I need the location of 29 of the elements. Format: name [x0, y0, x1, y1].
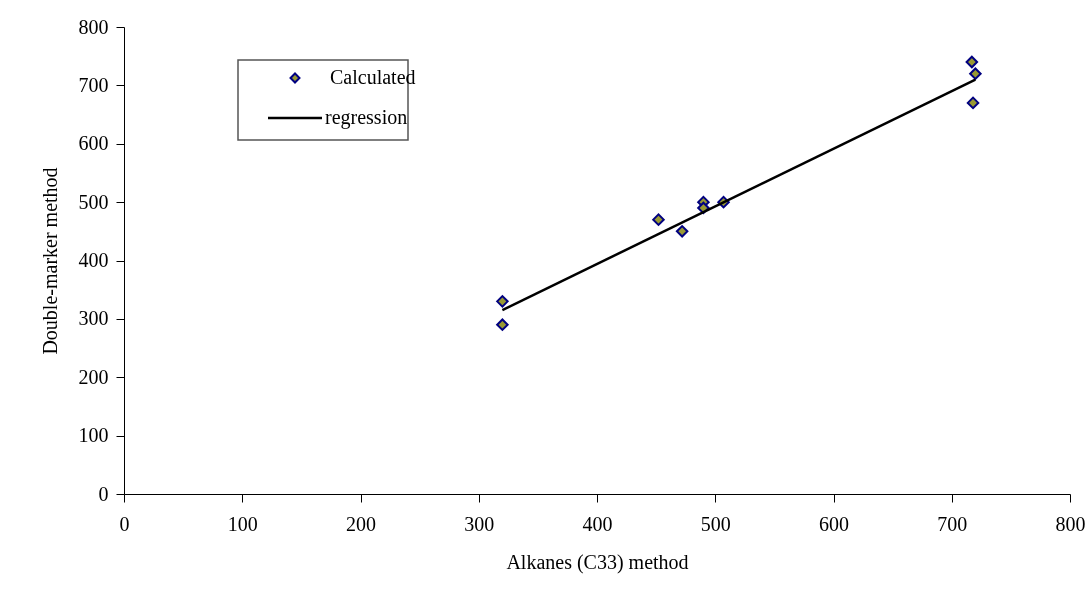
x-tick-label: 300 [464, 512, 495, 535]
point [966, 96, 980, 110]
y-tick-label: 500 [78, 190, 109, 213]
y-tick-label: 400 [78, 249, 109, 271]
legend-label: Calculated [330, 66, 416, 88]
x-tick-label: 200 [346, 512, 376, 535]
x-tick-label: 500 [700, 512, 731, 535]
x-tick-label: 0 [119, 512, 130, 535]
y-axis-title: Double-marker method [38, 167, 61, 355]
y-tick-label: 800 [78, 15, 109, 38]
legend-label: regression [325, 106, 408, 129]
y-tick-label: 600 [78, 132, 109, 155]
x-tick-label: 100 [227, 512, 258, 535]
point [965, 55, 979, 69]
x-axis-title: Alkanes (C33) method [506, 550, 689, 574]
y-tick-label: 0 [98, 482, 109, 505]
y-tick-label: 300 [78, 307, 109, 330]
y-tick-label: 100 [78, 424, 109, 447]
point [652, 213, 665, 226]
x-tick-label: 400 [582, 512, 613, 535]
x-tick-label: 700 [937, 512, 968, 535]
point [496, 318, 509, 331]
x-tick-label: 600 [819, 512, 849, 535]
y-tick-label: 200 [78, 365, 109, 388]
x-tick-label: 800 [1055, 512, 1086, 535]
point [969, 67, 982, 80]
point [675, 225, 689, 238]
point [496, 295, 509, 308]
y-tick-label: 700 [78, 73, 109, 96]
